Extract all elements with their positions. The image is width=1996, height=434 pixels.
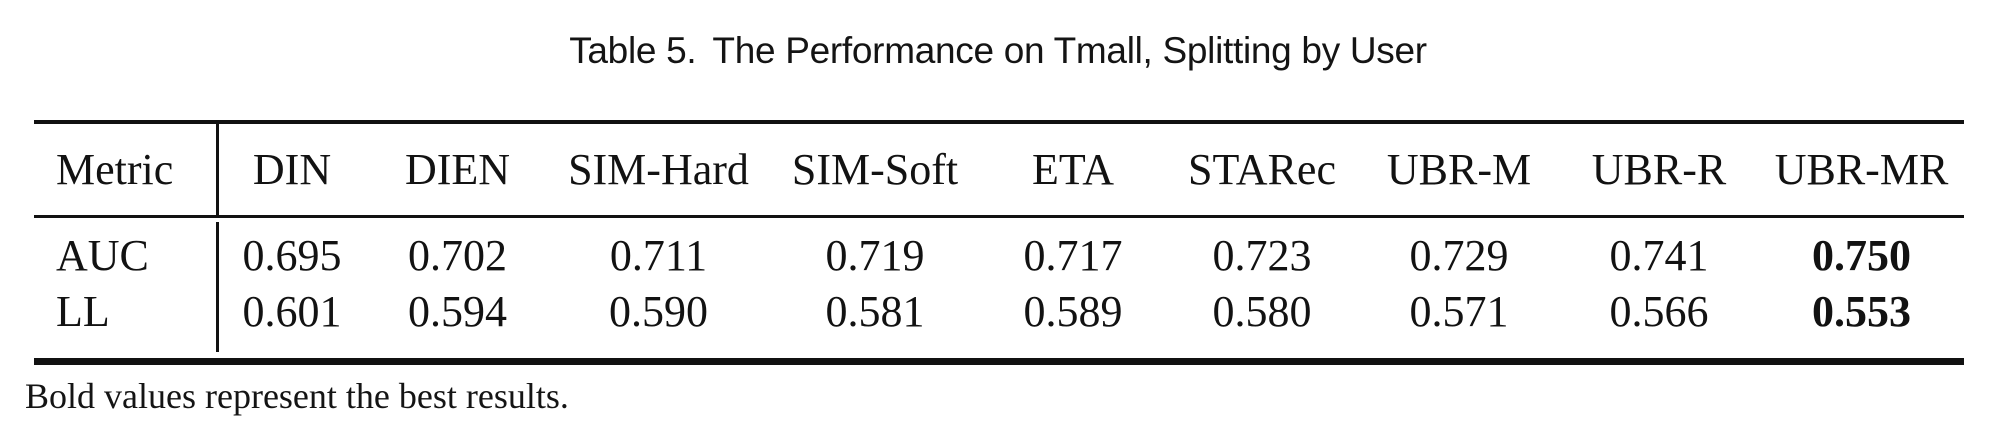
value-cell: 0.594 bbox=[408, 287, 507, 336]
column-header: DIN bbox=[252, 144, 332, 194]
column-header: UBR-M bbox=[1386, 144, 1532, 194]
value-cell: 0.695 bbox=[242, 231, 342, 280]
column-header: SIM-Soft bbox=[791, 144, 959, 194]
value-cell: 0.741 bbox=[1609, 231, 1709, 280]
table-top-rule bbox=[34, 120, 1964, 124]
table-caption: Table 5. The Performance on Tmall, Splitt… bbox=[0, 30, 1996, 72]
table-header-row: Metric DIN DIEN SIM-Hard SIM-Soft ETA ST… bbox=[34, 124, 1964, 215]
value-cell: 0.729 bbox=[1409, 231, 1509, 280]
column-header: UBR-MR bbox=[1774, 144, 1949, 194]
value-cell: 0.717 bbox=[1023, 231, 1123, 280]
table-row: LL 0.601 0.594 0.590 0.581 0.589 0.580 0… bbox=[34, 284, 1964, 340]
column-header: DIEN bbox=[404, 144, 511, 194]
value-cell: 0.719 bbox=[825, 231, 925, 280]
value-cell: 0.601 bbox=[242, 287, 342, 336]
row-label: LL bbox=[56, 287, 110, 336]
metric-column-header: Metric bbox=[56, 144, 174, 194]
column-header: UBR-R bbox=[1591, 144, 1727, 194]
value-cell-best: 0.553 bbox=[1812, 287, 1911, 336]
column-header: STARec bbox=[1187, 144, 1336, 194]
value-cell: 0.702 bbox=[408, 231, 507, 280]
value-cell: 0.590 bbox=[609, 287, 708, 336]
value-cell: 0.580 bbox=[1212, 287, 1312, 336]
table-row: AUC 0.695 0.702 0.711 0.719 0.717 0.723 … bbox=[34, 228, 1964, 284]
metric-column-divider bbox=[216, 124, 219, 215]
performance-table: Metric DIN DIEN SIM-Hard SIM-Soft ETA ST… bbox=[34, 120, 1964, 365]
row-label: AUC bbox=[56, 231, 149, 280]
value-cell: 0.723 bbox=[1212, 231, 1312, 280]
table-footnote: Bold values represent the best results. bbox=[25, 376, 569, 416]
value-cell: 0.566 bbox=[1609, 287, 1709, 336]
value-cell: 0.711 bbox=[609, 231, 708, 280]
metric-column-divider bbox=[216, 222, 219, 352]
table-mid-rule bbox=[34, 215, 1964, 218]
value-cell: 0.589 bbox=[1023, 287, 1123, 336]
column-header: SIM-Hard bbox=[568, 144, 749, 194]
table-bottom-rule bbox=[34, 358, 1964, 365]
value-cell-best: 0.750 bbox=[1812, 231, 1911, 280]
column-header: ETA bbox=[1031, 144, 1114, 194]
table-caption-title: The Performance on Tmall, Splitting by U… bbox=[712, 30, 1427, 71]
value-cell: 0.571 bbox=[1409, 287, 1509, 336]
value-cell: 0.581 bbox=[825, 287, 925, 336]
table-body: AUC 0.695 0.702 0.711 0.719 0.717 0.723 … bbox=[34, 218, 1964, 358]
table-caption-label: Table 5. bbox=[569, 30, 697, 71]
